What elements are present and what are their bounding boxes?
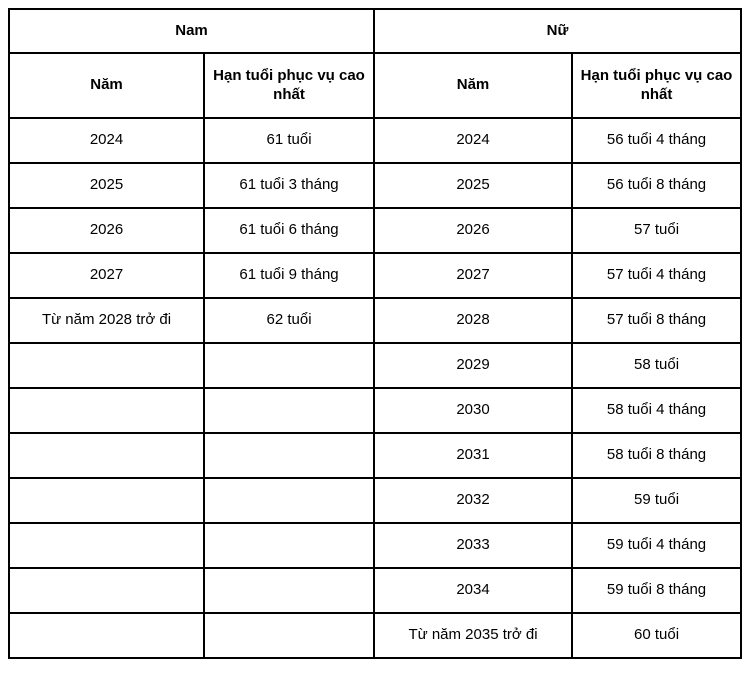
table-row: Từ năm 2035 trở đi 60 tuổi: [8, 612, 743, 659]
cell-female-year: 2025: [373, 162, 574, 209]
cell-male-year: [8, 342, 205, 389]
cell-male-age: 61 tuổi 6 tháng: [202, 207, 376, 254]
cell-female-year: 2033: [373, 522, 574, 569]
cell-male-year: [8, 522, 205, 569]
cell-male-year: 2025: [8, 162, 205, 209]
cell-female-age: 59 tuổi: [571, 477, 743, 524]
col-header-year-male: Năm: [8, 52, 205, 119]
table-row: 2034 59 tuổi 8 tháng: [8, 567, 743, 614]
cell-female-year: 2026: [373, 207, 574, 254]
cell-female-age: 56 tuổi 4 tháng: [571, 117, 743, 164]
table-row: 2024 61 tuổi 2024 56 tuổi 4 tháng: [8, 117, 743, 164]
cell-male-year: [8, 432, 205, 479]
cell-male-age: 61 tuổi 3 tháng: [202, 162, 376, 209]
col-header-age-limit-male: Hạn tuổi phục vụ cao nhất: [202, 52, 376, 119]
cell-female-year: 2030: [373, 387, 574, 434]
cell-female-year: 2028: [373, 297, 574, 344]
cell-female-age: 57 tuổi 8 tháng: [571, 297, 743, 344]
cell-female-age: 58 tuổi 4 tháng: [571, 387, 743, 434]
cell-male-age: 62 tuổi: [202, 297, 376, 344]
cell-male-age: 61 tuổi: [202, 117, 376, 164]
table-row: 2030 58 tuổi 4 tháng: [8, 387, 743, 434]
cell-male-age: [202, 522, 376, 569]
cell-female-year: Từ năm 2035 trở đi: [373, 612, 574, 659]
group-header-row: Nam Nữ: [7, 8, 743, 54]
cell-male-age: [202, 342, 376, 389]
col-header-age-limit-female: Hạn tuổi phục vụ cao nhất: [571, 52, 743, 119]
cell-female-age: 59 tuổi 8 tháng: [571, 567, 743, 614]
cell-male-year: 2024: [8, 117, 205, 164]
cell-male-year: [8, 567, 205, 614]
table-row: 2032 59 tuổi: [8, 477, 743, 524]
cell-male-year: [8, 612, 205, 659]
column-header-row: Năm Hạn tuổi phục vụ cao nhất Năm Hạn tu…: [8, 52, 743, 119]
table-row: 2027 61 tuổi 9 tháng 2027 57 tuổi 4 thán…: [8, 252, 743, 299]
cell-male-age: [202, 432, 376, 479]
cell-male-year: [8, 387, 205, 434]
cell-female-year: 2032: [373, 477, 574, 524]
cell-female-year: 2029: [373, 342, 574, 389]
group-header-male: Nam: [7, 8, 376, 54]
cell-female-year: 2027: [373, 252, 574, 299]
cell-female-year: 2034: [373, 567, 574, 614]
cell-male-year: 2026: [8, 207, 205, 254]
col-header-year-female: Năm: [373, 52, 574, 119]
cell-female-age: 59 tuổi 4 tháng: [571, 522, 743, 569]
table-row: 2031 58 tuổi 8 tháng: [8, 432, 743, 479]
cell-female-age: 57 tuổi 4 tháng: [571, 252, 743, 299]
table-row: Từ năm 2028 trở đi 62 tuổi 2028 57 tuổi …: [8, 297, 743, 344]
cell-male-age: [202, 387, 376, 434]
cell-female-year: 2024: [373, 117, 574, 164]
cell-female-age: 58 tuổi 8 tháng: [571, 432, 743, 479]
cell-male-age: [202, 612, 376, 659]
table-row: 2025 61 tuổi 3 tháng 2025 56 tuổi 8 thán…: [8, 162, 743, 209]
retirement-age-table: Nam Nữ Năm Hạn tuổi phục vụ cao nhất Năm…: [7, 8, 743, 659]
cell-female-age: 58 tuổi: [571, 342, 743, 389]
cell-female-age: 56 tuổi 8 tháng: [571, 162, 743, 209]
group-header-female: Nữ: [373, 8, 743, 54]
table-row: 2029 58 tuổi: [8, 342, 743, 389]
cell-male-year: Từ năm 2028 trở đi: [8, 297, 205, 344]
table-row: 2033 59 tuổi 4 tháng: [8, 522, 743, 569]
cell-male-year: 2027: [8, 252, 205, 299]
cell-male-age: 61 tuổi 9 tháng: [202, 252, 376, 299]
cell-male-year: [8, 477, 205, 524]
table-row: 2026 61 tuổi 6 tháng 2026 57 tuổi: [8, 207, 743, 254]
cell-male-age: [202, 477, 376, 524]
cell-female-age: 57 tuổi: [571, 207, 743, 254]
cell-female-year: 2031: [373, 432, 574, 479]
cell-male-age: [202, 567, 376, 614]
cell-female-age: 60 tuổi: [571, 612, 743, 659]
